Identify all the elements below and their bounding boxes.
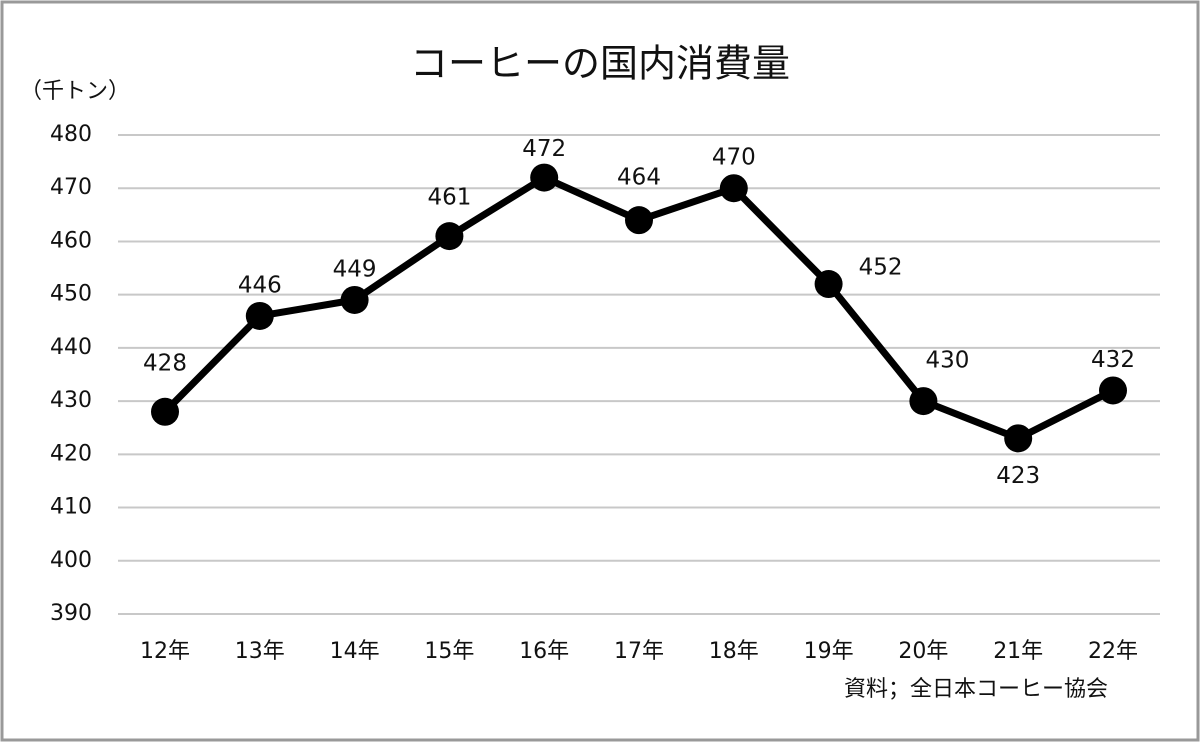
value-label: 472: [522, 136, 566, 162]
value-label: 449: [333, 256, 377, 282]
x-tick-label: 22年: [1088, 639, 1138, 664]
point: [909, 387, 938, 416]
y-tick-label: 420: [50, 441, 92, 466]
point: [340, 285, 369, 314]
value-label: 446: [238, 272, 282, 298]
y-tick-label: 430: [50, 388, 92, 413]
value-label: 428: [143, 350, 187, 376]
value-label: 452: [859, 255, 903, 281]
point: [245, 301, 274, 330]
y-tick-label: 400: [50, 548, 92, 573]
x-tick-label: 21年: [993, 639, 1043, 664]
y-tick-label: 450: [50, 282, 92, 307]
point: [625, 206, 653, 235]
x-tick-label: 17年: [614, 639, 664, 664]
point: [719, 174, 748, 203]
value-label: 430: [925, 348, 969, 374]
chart-title: コーヒーの国内消費量: [410, 42, 790, 86]
value-label: 461: [427, 185, 471, 211]
point: [814, 270, 843, 299]
x-tick-label: 20年: [898, 639, 948, 664]
value-label: 432: [1091, 347, 1135, 373]
x-tick-label: 13年: [235, 639, 285, 664]
x-tick-label: 14年: [330, 639, 380, 664]
point: [151, 397, 179, 426]
x-tick-label: 12年: [140, 639, 190, 664]
point: [530, 163, 559, 192]
y-tick-label: 470: [50, 175, 92, 200]
y-tick-label: 460: [50, 228, 92, 253]
x-tick-label: 15年: [424, 639, 474, 664]
point: [1099, 376, 1127, 405]
source: 資料；全日本コーヒー協会: [844, 677, 1108, 702]
value-label: 423: [996, 463, 1040, 489]
x-tick-label: 18年: [709, 639, 759, 664]
y-axis-label: （千トン）: [20, 79, 130, 104]
x-tick-label: 19年: [804, 639, 854, 664]
x-tick-label: 16年: [519, 639, 569, 664]
value-label: 464: [617, 165, 661, 191]
y-tick-label: 440: [50, 335, 92, 360]
value-label: 470: [712, 145, 756, 171]
y-tick-label: 410: [50, 495, 92, 520]
point: [435, 222, 464, 251]
point: [1004, 424, 1033, 453]
y-tick-label: 480: [50, 122, 92, 147]
y-tick-label: 390: [50, 601, 92, 626]
